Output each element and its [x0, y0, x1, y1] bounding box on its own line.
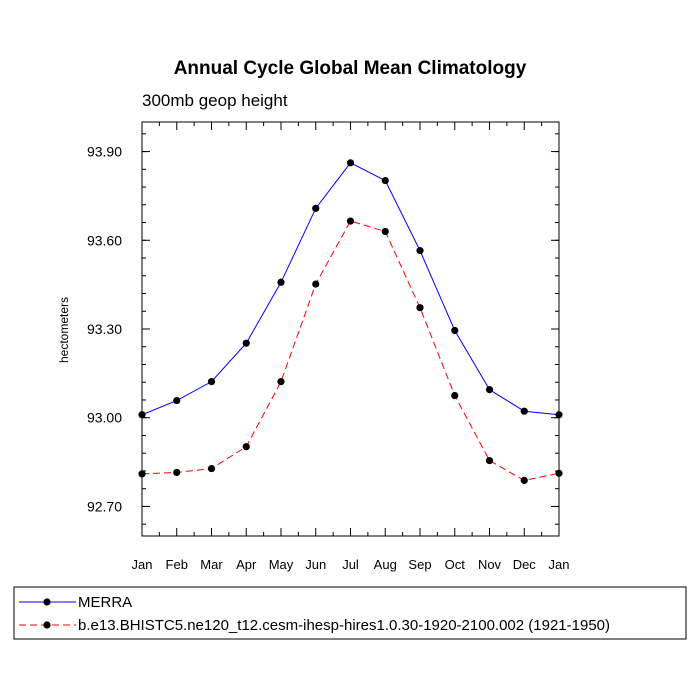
- x-tick-label: Jun: [305, 557, 326, 572]
- legend-label: b.e13.BHISTC5.ne120_t12.cesm-ihesp-hires…: [78, 617, 610, 634]
- data-point: [138, 411, 146, 419]
- y-axis-label: hectometers: [57, 297, 71, 363]
- data-point: [138, 470, 146, 478]
- y-tick-label: 92.70: [87, 498, 122, 514]
- data-point: [451, 391, 459, 400]
- data-point: [312, 204, 320, 212]
- x-tick-label: Sep: [408, 557, 431, 572]
- x-tick-label: Oct: [445, 557, 466, 572]
- x-tick-label: Apr: [236, 557, 257, 572]
- x-tick-label: May: [269, 557, 294, 572]
- x-tick-label: Jan: [132, 557, 153, 572]
- data-point: [381, 176, 389, 185]
- x-tick-label: Jan: [549, 557, 570, 572]
- plot-area: Jan Feb Mar Apr May Jun Jul Aug Sep Oct Nov Dec Jan 9…: [87, 121, 570, 572]
- data-point: [346, 217, 355, 225]
- x-tick-label: Mar: [200, 557, 223, 572]
- data-point: [381, 227, 389, 236]
- data-point: [242, 443, 250, 451]
- chart-subtitle: 300mb geop height: [142, 91, 288, 110]
- data-point: [555, 411, 563, 419]
- data-point: [416, 304, 424, 312]
- x-tick-label: Jul: [342, 557, 359, 572]
- x-tick-label: Nov: [478, 557, 502, 572]
- x-tick-label: Dec: [513, 557, 537, 572]
- data-point: [346, 159, 355, 167]
- data-point: [485, 456, 494, 465]
- data-point: [207, 378, 216, 386]
- data-point: [277, 378, 285, 386]
- legend-marker: [43, 598, 51, 606]
- y-tick-label: 93.00: [87, 410, 122, 426]
- plot-frame: [141, 121, 560, 537]
- legend-label: MERRA: [78, 594, 132, 611]
- y-tick-label: 93.30: [87, 321, 122, 337]
- chart-title: Annual Cycle Global Mean Climatology: [174, 58, 527, 79]
- y-tick-label: 93.60: [87, 232, 122, 248]
- y-tick-label: 93.90: [87, 144, 122, 160]
- data-point: [520, 476, 528, 485]
- legend-box: [13, 586, 687, 640]
- data-point: [555, 469, 563, 477]
- data-point: [520, 407, 528, 415]
- data-point: [173, 396, 181, 405]
- x-tick-label: Feb: [166, 557, 188, 572]
- data-point: [207, 464, 216, 473]
- data-point: [242, 339, 250, 347]
- legend-marker: [43, 621, 51, 629]
- x-tick-label: Aug: [374, 557, 397, 572]
- data-point: [312, 280, 320, 288]
- data-point: [173, 468, 181, 477]
- data-point: [485, 386, 494, 394]
- series-line: [141, 162, 560, 416]
- data-point: [451, 326, 459, 335]
- data-point: [277, 278, 285, 286]
- series-line: [141, 220, 560, 481]
- data-point: [416, 247, 424, 255]
- legend: MERRA b.e13.BHISTC5.ne120_t12.cesm-ihesp-…: [13, 586, 687, 640]
